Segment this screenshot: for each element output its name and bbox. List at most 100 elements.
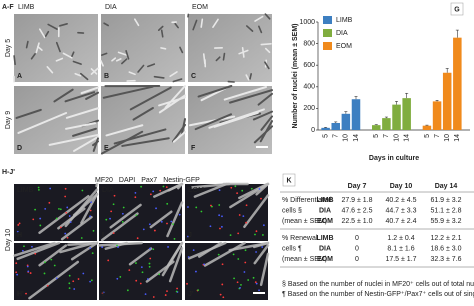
nucleus [245,221,248,224]
row-name: DIA [319,245,331,252]
cell [13,55,16,66]
nucleus [66,236,69,239]
myotube [109,203,142,229]
nucleus [119,276,122,278]
x-tick-label: 5 [373,134,380,138]
nucleus [250,187,253,190]
nucleus [39,217,42,220]
nucleus [149,247,151,250]
error-bar [395,101,399,105]
nucleus [101,246,104,249]
cell [254,15,264,22]
cell [264,47,271,54]
cell [85,91,99,100]
error-bar [405,92,409,99]
micrograph [14,14,98,82]
x-axis-label: Days in culture [369,155,419,162]
panel-box [282,173,296,187]
panel-letter: G [454,6,460,13]
nucleus [89,209,92,212]
nucleus [64,232,67,235]
myotube [100,212,139,242]
nucleus [172,223,175,226]
panel-letter: E [104,145,109,152]
nucleus [186,282,188,285]
bar [402,98,411,130]
nucleus [136,237,139,240]
stain-label: DAPI [119,177,135,184]
nucleus [26,265,29,268]
group-label: cells § [282,207,302,214]
nucleus [245,204,248,207]
nucleus [229,234,232,237]
panel-letter: H [17,232,22,239]
nucleus [50,258,53,261]
cell [137,64,145,73]
error-bar [445,68,449,73]
cell [62,52,73,59]
myotube [259,252,270,286]
nucleus [236,192,239,195]
nucleus [69,221,72,224]
column-header: DIA [105,4,117,11]
panel-letter: J' [188,291,194,298]
nucleus [254,281,257,284]
nucleus [255,282,258,285]
bar [432,101,442,130]
panel-letter: D [17,145,22,152]
nucleus [68,215,71,217]
panel-label: H-J' [2,169,15,176]
cell [188,115,236,127]
nucleus [90,201,93,204]
cell [228,89,273,104]
cell [65,122,97,130]
nucleus [142,228,145,231]
bar [341,113,351,130]
nucleus [211,205,213,208]
nucleus [55,217,58,220]
cell [65,107,99,119]
table-cell: 18.6 ± 3.0 [430,245,461,252]
nucleus [59,208,62,211]
cell [90,67,99,75]
myotube [252,241,270,249]
y-tick-label: 0 [311,127,315,134]
table-cell: 40.7 ± 2.4 [385,218,416,225]
nucleus [166,202,169,205]
cell [252,110,273,121]
row-name: EOM [317,256,333,263]
nucleus [121,212,124,215]
cell [59,23,68,27]
nucleus [66,206,69,209]
cell [260,115,273,131]
panel-letter: C [191,73,196,80]
panel-letter: J [188,232,192,239]
nucleus [43,272,46,275]
nucleus [240,283,242,286]
myotube [166,201,184,238]
nucleus [255,230,258,233]
nucleus [233,277,235,280]
nucleus [166,222,168,225]
nucleus [146,278,149,280]
table-cell: 32.3 ± 7.6 [430,256,461,263]
cell [72,127,97,137]
nucleus [241,189,244,192]
cell [128,71,136,76]
nucleus [218,214,221,217]
nucleus [105,218,108,221]
legend-label: EOM [336,43,352,50]
nucleus [55,277,58,280]
nucleus [186,235,189,238]
nucleus [25,292,27,295]
nucleus [134,191,137,194]
nucleus [244,261,247,264]
myotube [38,194,90,235]
group-label: (mean ± SEM) [282,218,327,225]
nucleus [236,281,239,284]
cell [37,45,43,51]
nucleus [29,272,32,274]
nucleus [148,262,151,265]
nucleus [53,264,56,267]
panel-letter: F [191,145,196,152]
